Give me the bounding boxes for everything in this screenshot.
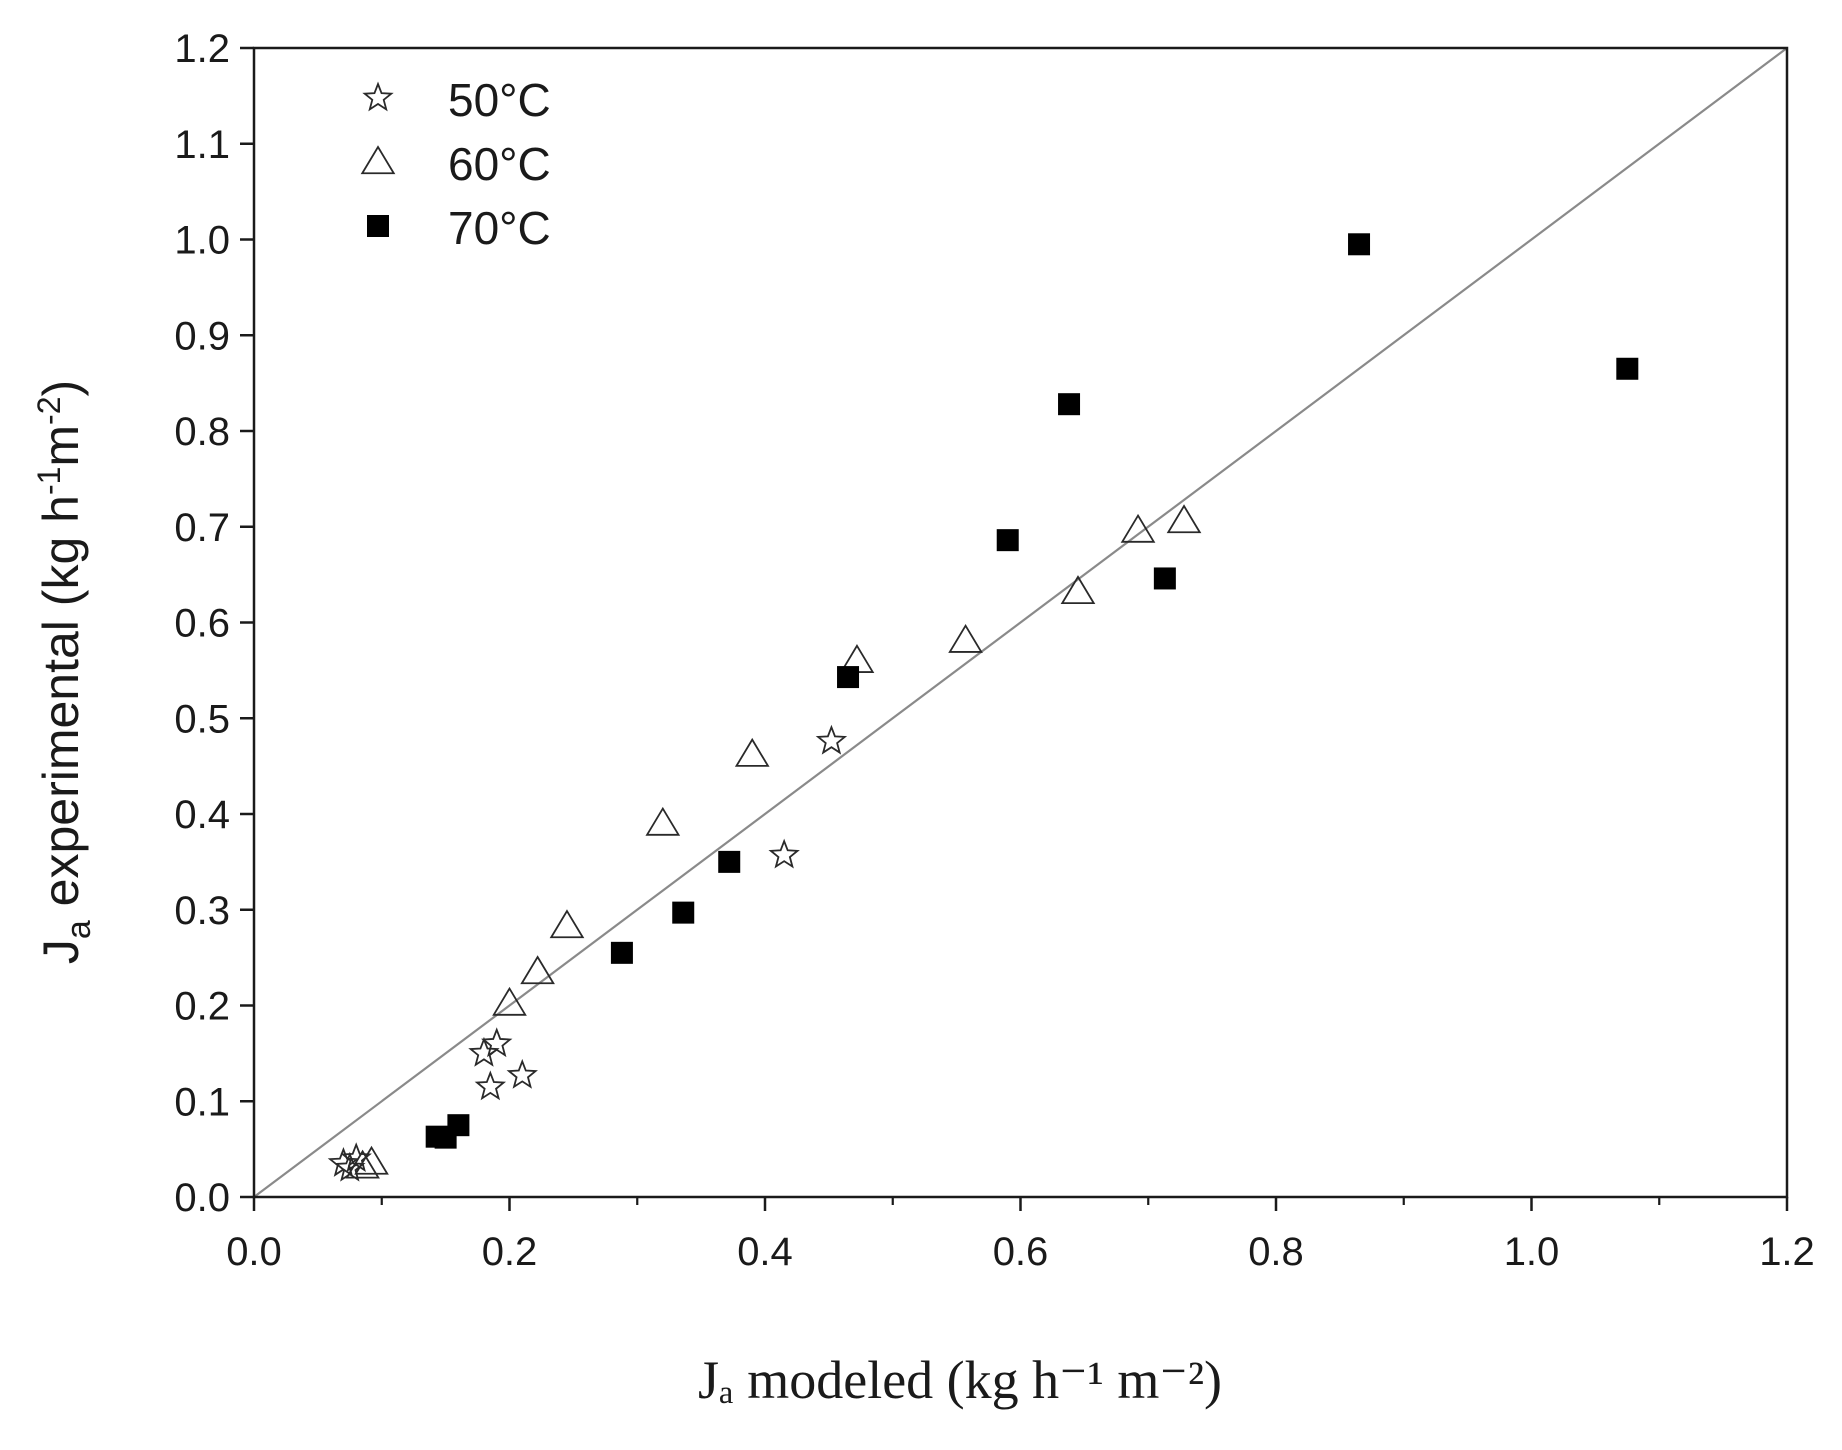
point-60c bbox=[345, 1149, 380, 1179]
x-axis-label: Jₐ modeled (kg h⁻¹ m⁻²) bbox=[698, 1350, 1222, 1410]
point-70c bbox=[718, 850, 741, 873]
point-60c bbox=[734, 737, 770, 767]
legend-label-60c: 60°C bbox=[448, 138, 551, 190]
plot-frame bbox=[252, 46, 1789, 1199]
point-60c bbox=[549, 909, 585, 939]
point-60c bbox=[492, 986, 527, 1016]
y-axis-label-end: ) bbox=[33, 380, 89, 397]
point-50c bbox=[481, 1027, 513, 1058]
point-70c bbox=[672, 901, 695, 924]
legend-label-70c: 70°C bbox=[448, 202, 551, 254]
point-70c bbox=[1348, 233, 1371, 256]
point-50c bbox=[340, 1142, 372, 1173]
point-50c bbox=[815, 724, 848, 755]
point-70c bbox=[996, 529, 1019, 552]
y-axis-label-sub: a bbox=[60, 920, 98, 939]
point-50c bbox=[506, 1058, 538, 1089]
y-tick-label: 0.2 bbox=[174, 985, 230, 1029]
point-70c bbox=[447, 1114, 470, 1137]
data-points-layer bbox=[327, 233, 1639, 1182]
y-tick-label: 0.9 bbox=[174, 314, 230, 358]
point-60c bbox=[1120, 513, 1156, 543]
point-60c bbox=[645, 806, 681, 836]
x-tick-label: 0.6 bbox=[993, 1230, 1049, 1274]
point-60c bbox=[1166, 504, 1202, 534]
reference-line-layer bbox=[253, 47, 1788, 1198]
legend-marker-60c bbox=[360, 145, 396, 175]
y-tick-label: 1.0 bbox=[174, 219, 230, 263]
x-tick-label: 1.2 bbox=[1759, 1230, 1815, 1274]
y-tick-label: 1.1 bbox=[174, 123, 230, 167]
y-axis-label-mid: m bbox=[33, 425, 89, 467]
point-50c bbox=[768, 838, 800, 869]
y-tick-label: 1.2 bbox=[174, 27, 230, 71]
point-60c bbox=[948, 623, 983, 653]
y-tick-label: 0.8 bbox=[174, 410, 230, 454]
y-tick-label: 0.0 bbox=[174, 1176, 230, 1220]
y-axis-label: Ja experimental (kg h-1m-2) bbox=[31, 380, 98, 964]
point-60c bbox=[354, 1145, 389, 1175]
legend: 50°C 60°C 70°C bbox=[360, 74, 551, 254]
reference-line bbox=[253, 47, 1788, 1198]
ticks-layer: 0.0 0.2 0.4 0.6 0.8 1.0 1.2 0.0 0.1 0.2 0.3 0.4 0.5 0… bbox=[174, 27, 1814, 1274]
legend-label-50c: 50°C bbox=[448, 74, 551, 126]
legend-marker-50c bbox=[362, 81, 394, 112]
point-50c bbox=[468, 1036, 500, 1067]
point-60c bbox=[520, 955, 555, 985]
y-tick-label: 0.1 bbox=[174, 1080, 230, 1124]
y-tick-label: 0.6 bbox=[174, 602, 230, 646]
x-tick-label: 0.8 bbox=[1248, 1230, 1304, 1274]
y-tick-label: 0.3 bbox=[174, 889, 230, 933]
x-tick-label: 0.2 bbox=[482, 1230, 538, 1274]
legend-marker-70c bbox=[367, 215, 389, 237]
point-70c bbox=[837, 666, 860, 689]
point-70c bbox=[1153, 567, 1176, 590]
y-axis-label-sup2: -2 bbox=[31, 396, 67, 424]
point-70c bbox=[610, 941, 633, 964]
x-tick-label: 0.4 bbox=[737, 1230, 793, 1274]
point-70c bbox=[1058, 393, 1081, 416]
point-50c bbox=[474, 1070, 507, 1101]
y-tick-label: 0.5 bbox=[174, 697, 230, 741]
point-60c bbox=[1060, 575, 1096, 605]
point-70c bbox=[1616, 357, 1639, 380]
x-tick-label: 1.0 bbox=[1504, 1230, 1560, 1274]
y-tick-label: 0.7 bbox=[174, 506, 230, 550]
y-axis-label-sup1: -1 bbox=[31, 467, 67, 495]
y-axis-label-main: J bbox=[33, 939, 89, 964]
y-tick-label: 0.4 bbox=[174, 793, 230, 837]
x-tick-label: 0.0 bbox=[226, 1230, 282, 1274]
y-axis-label-rest: experimental (kg h bbox=[33, 495, 89, 920]
